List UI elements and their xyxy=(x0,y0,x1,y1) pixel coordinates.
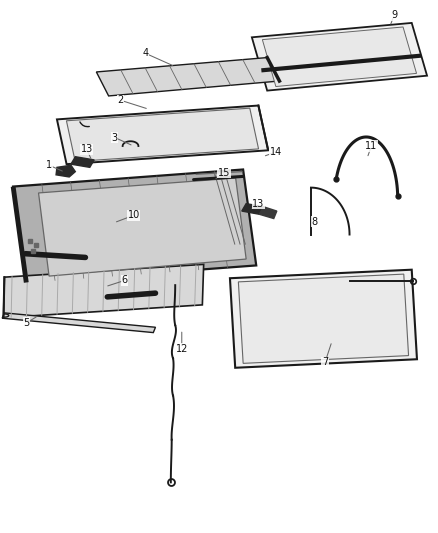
Text: 8: 8 xyxy=(311,217,318,227)
Text: 13: 13 xyxy=(252,199,265,208)
Text: 3: 3 xyxy=(112,133,118,142)
Polygon shape xyxy=(259,207,277,219)
Text: 6: 6 xyxy=(122,276,128,285)
Polygon shape xyxy=(96,58,279,96)
Text: 10: 10 xyxy=(127,211,140,220)
Polygon shape xyxy=(4,264,204,318)
Text: 14: 14 xyxy=(270,147,282,157)
Polygon shape xyxy=(252,23,427,91)
Polygon shape xyxy=(57,106,268,164)
Text: 1: 1 xyxy=(46,160,52,170)
Polygon shape xyxy=(56,165,75,177)
Polygon shape xyxy=(71,157,94,167)
Text: 9: 9 xyxy=(391,10,397,20)
Polygon shape xyxy=(39,178,246,276)
Text: 13: 13 xyxy=(81,144,93,154)
Polygon shape xyxy=(2,313,155,333)
Text: 11: 11 xyxy=(365,141,378,151)
Text: 5: 5 xyxy=(23,318,29,328)
Text: 15: 15 xyxy=(218,168,230,177)
Polygon shape xyxy=(230,270,417,368)
Polygon shape xyxy=(13,169,256,282)
Polygon shape xyxy=(67,108,258,161)
Polygon shape xyxy=(238,274,409,364)
Polygon shape xyxy=(242,204,264,214)
Polygon shape xyxy=(262,27,417,86)
Text: 7: 7 xyxy=(322,358,328,367)
Text: 4: 4 xyxy=(142,49,148,58)
Text: 12: 12 xyxy=(176,344,188,353)
Text: 2: 2 xyxy=(117,95,124,105)
